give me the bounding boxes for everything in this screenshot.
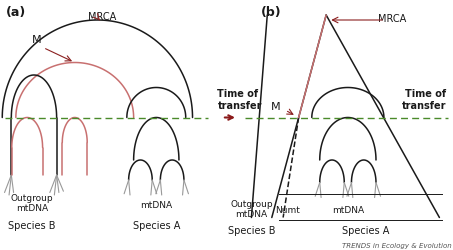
Text: M: M (271, 102, 281, 113)
Text: Numt: Numt (275, 206, 300, 215)
Text: (b): (b) (260, 6, 281, 19)
Text: Outgroup
mtDNA: Outgroup mtDNA (230, 200, 273, 220)
Text: MRCA: MRCA (88, 12, 116, 22)
Text: mtDNA: mtDNA (140, 201, 172, 210)
Text: TRENDS in Ecology & Evolution: TRENDS in Ecology & Evolution (342, 243, 452, 249)
Text: Species B: Species B (228, 226, 275, 236)
Text: Outgroup
mtDNA: Outgroup mtDNA (10, 194, 53, 213)
Text: Time of
transfer: Time of transfer (217, 89, 262, 111)
Text: mtDNA: mtDNA (332, 206, 364, 215)
Text: M: M (31, 35, 41, 45)
Text: Species A: Species A (342, 226, 390, 236)
Text: Time of
transfer: Time of transfer (402, 89, 446, 111)
Text: MRCA: MRCA (378, 14, 406, 24)
Text: Species B: Species B (8, 221, 55, 231)
Text: (a): (a) (5, 6, 26, 19)
Text: Species A: Species A (133, 221, 180, 231)
